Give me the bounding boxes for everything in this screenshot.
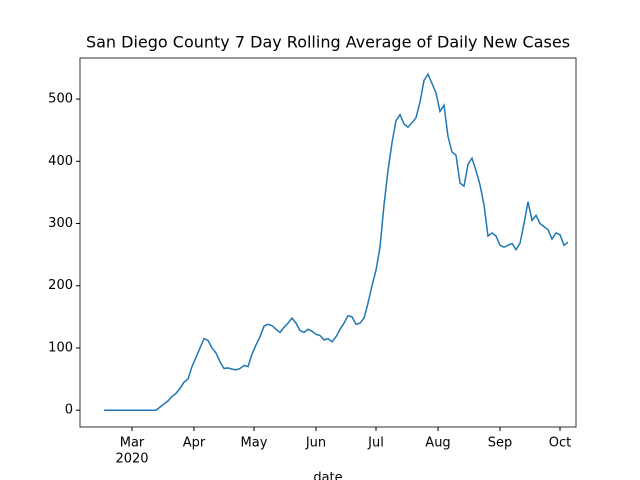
x-tick-sublabel: 2020 [115,452,148,467]
y-tick-label: 400 [48,154,73,169]
x-tick-label: Aug [425,436,450,451]
x-axis-label: date [313,471,342,480]
x-tick-label: Mar [120,436,145,451]
x-tick-label: Sep [488,436,513,451]
x-tick-label: May [241,436,268,451]
y-tick-label: 500 [48,92,73,107]
x-tick-label: Jul [367,436,384,451]
y-tick-label: 100 [48,340,73,355]
data-line [104,72,569,411]
y-tick-label: 200 [48,278,73,293]
x-tick-label: Apr [183,436,206,451]
x-tick-label: Jun [305,436,326,451]
plot-frame [79,57,577,428]
y-tick-label: 0 [65,403,73,418]
x-tick-label: Oct [549,436,571,451]
chart-title: San Diego County 7 Day Rolling Average o… [86,33,570,52]
y-tick-label: 300 [48,216,73,231]
